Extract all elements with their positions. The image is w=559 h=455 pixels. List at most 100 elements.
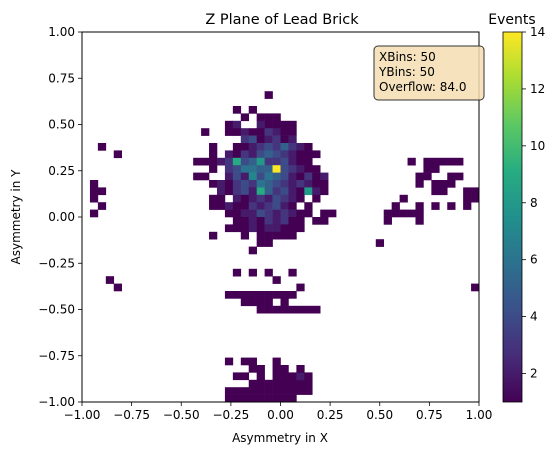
- heatmap-cell: [240, 135, 250, 144]
- heatmap-cell: [264, 120, 273, 129]
- heatmap-cell: [447, 202, 456, 210]
- heatmap-cell: [272, 357, 281, 366]
- heatmap-cell: [240, 194, 250, 203]
- heatmap-cell: [280, 150, 289, 159]
- heatmap-cell: [232, 217, 242, 225]
- heatmap-cell: [248, 128, 257, 136]
- heatmap-cell: [296, 187, 305, 196]
- heatmap-cell: [193, 157, 202, 166]
- heatmap-cell: [272, 113, 281, 122]
- heatmap-cell: [216, 194, 226, 203]
- heatmap-cell: [256, 135, 265, 144]
- heatmap-cell: [431, 187, 440, 196]
- heatmap-cell: [439, 187, 448, 196]
- heatmap-cell: [296, 387, 305, 395]
- heatmap-cell: [312, 187, 321, 196]
- heatmap-cell: [288, 387, 297, 395]
- heatmap-cell: [391, 209, 400, 218]
- heatmap-cell: [248, 150, 257, 159]
- heatmap-cell: [232, 202, 242, 210]
- heatmap-cell: [264, 157, 273, 166]
- heatmap-cell: [431, 202, 440, 210]
- heatmap-cell: [264, 180, 273, 188]
- heatmap-cell: [256, 202, 265, 210]
- heatmap-cell: [240, 172, 250, 181]
- heatmap-cell: [272, 209, 281, 218]
- heatmap-cell: [288, 135, 297, 144]
- heatmap-cell: [288, 209, 297, 218]
- heatmap-cell: [312, 305, 321, 314]
- heatmap-cell: [280, 128, 289, 136]
- heatmap-cell: [264, 268, 273, 277]
- heatmap-cell: [272, 394, 281, 403]
- heatmap-cell: [288, 172, 297, 181]
- heatmap-cell: [224, 157, 234, 166]
- colorbar-tick-label: 2: [530, 367, 538, 381]
- heatmap-cell: [232, 172, 242, 181]
- stats-box: XBins: 50 YBins: 50 Overflow: 84.0: [373, 45, 485, 101]
- heatmap-cell: [280, 157, 289, 166]
- heatmap-cell: [256, 150, 265, 159]
- heatmap-cell: [431, 180, 440, 188]
- heatmap-cell: [264, 379, 273, 388]
- colorbar-tick-label: 14: [530, 25, 545, 39]
- heatmap-cell: [272, 291, 281, 299]
- colorbar-ticks: 2 4 6 8 10 12 14: [522, 25, 545, 381]
- heatmap-cell: [288, 379, 297, 388]
- heatmap-cell: [248, 180, 257, 188]
- heatmap-cell: [256, 165, 265, 173]
- heatmap-cell: [256, 113, 265, 122]
- heatmap-cell: [288, 372, 297, 381]
- heatmap-cell: [89, 180, 99, 188]
- heatmap-cell: [248, 165, 257, 173]
- heatmap-cell: [304, 209, 313, 218]
- heatmap-cell: [264, 291, 273, 299]
- heatmap-cell: [272, 276, 281, 284]
- y-axis-label: Asymmetry in Y: [9, 169, 23, 265]
- heatmap-cell: [248, 291, 257, 299]
- heatmap-cell: [224, 387, 234, 395]
- heatmap-cell: [272, 135, 281, 144]
- heatmap-cell: [272, 217, 281, 225]
- heatmap-cell: [256, 194, 265, 203]
- heatmap-cell: [256, 231, 265, 240]
- heatmap-cell: [288, 268, 297, 277]
- heatmap-cell: [232, 224, 242, 233]
- heatmap-cell: [296, 283, 305, 292]
- heatmap-cell: [447, 157, 456, 166]
- heatmap-cell: [288, 202, 297, 210]
- heatmap-cell: [89, 187, 99, 196]
- heatmap-cell: [256, 298, 265, 307]
- heatmap-cell: [264, 202, 273, 210]
- heatmap-cell: [240, 231, 250, 240]
- heatmap-cell: [375, 239, 385, 247]
- heatmap-cell: [216, 202, 226, 210]
- heatmap-cell: [471, 283, 480, 292]
- heatmap-cell: [304, 172, 313, 181]
- colorbar-tick-label: 6: [530, 253, 538, 267]
- heatmap-cell: [256, 120, 265, 129]
- heatmap-cell: [272, 305, 281, 314]
- heatmap-cell: [471, 187, 480, 196]
- heatmap-cell: [248, 135, 257, 144]
- heatmap-cell: [232, 106, 242, 114]
- heatmap-cell: [224, 172, 234, 181]
- heatmap-cell: [232, 180, 242, 188]
- heatmap-cell: [280, 172, 289, 181]
- heatmap-cell: [248, 187, 257, 196]
- heatmap-cell: [272, 150, 281, 159]
- heatmap-cell: [240, 180, 250, 188]
- heatmap-cell: [209, 157, 218, 166]
- heatmap-cell: [240, 209, 250, 218]
- heatmap-cell: [248, 246, 257, 255]
- heatmap-cell: [280, 231, 289, 240]
- heatmap-cell: [439, 180, 448, 188]
- heatmap-cell: [407, 209, 416, 218]
- heatmap-cell: [312, 180, 321, 188]
- heatmap-cell: [296, 180, 305, 188]
- heatmap-cell: [264, 113, 273, 122]
- heatmap-cell: [209, 165, 218, 173]
- heatmap-cell: [264, 187, 273, 196]
- heatmap-cell: [304, 387, 313, 395]
- heatmap-cell: [232, 120, 242, 129]
